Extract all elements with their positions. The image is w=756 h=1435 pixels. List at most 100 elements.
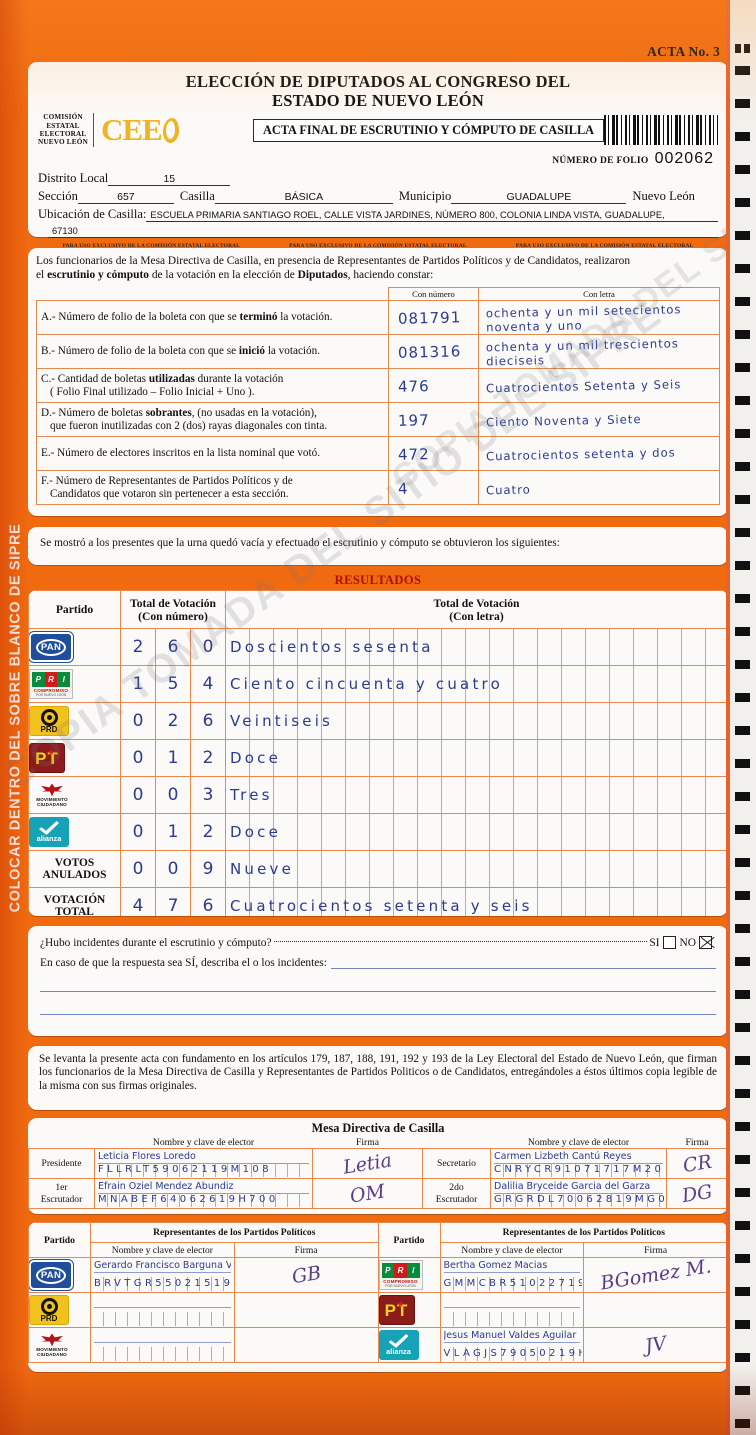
ubicacion-input-2[interactable]: 67130	[48, 225, 718, 238]
mesa-key-left-text[interactable]: MNABEF64062619H700	[96, 1193, 311, 1207]
mesa-name-left[interactable]: Efrain Oziel Mendez Abundiz MNABEF6406261…	[94, 1178, 313, 1209]
seccion-input[interactable]: 657	[77, 191, 174, 204]
reps-name-right-text[interactable]: Bertha Gomez Macias	[443, 1260, 581, 1273]
result-votos-anulados-digit-3[interactable]: 9	[202, 859, 214, 879]
result-pt-letters[interactable]: Doce	[225, 739, 728, 777]
counting-number-a[interactable]: 081791	[388, 300, 479, 336]
counting-number-f[interactable]: 4	[388, 470, 479, 506]
result-votacion-total-digit-1[interactable]: 4	[121, 888, 156, 916]
incidents-no-checkbox[interactable]	[699, 936, 712, 949]
result-pri-digit-3[interactable]: 4	[202, 674, 214, 694]
result-alianza-letters[interactable]: Doce	[225, 813, 728, 851]
reps-key-left-text[interactable]	[92, 1347, 233, 1361]
counting-number-c[interactable]: 476	[388, 368, 479, 404]
mesa-key-right-text[interactable]: CNRYCR91071717M200	[492, 1163, 665, 1177]
result-votacion-total-letters[interactable]: Cuatrocientos setenta y seis	[225, 887, 728, 916]
result-pt-digit-3[interactable]: 2	[202, 748, 214, 768]
reps-signature-right[interactable]	[583, 1292, 728, 1328]
result-mc-digit-1[interactable]: 0	[121, 777, 156, 813]
result-votos-anulados-digit-1[interactable]: 0	[121, 851, 156, 887]
counting-number-d[interactable]: 197	[388, 402, 479, 438]
result-mc-digit-2[interactable]: 0	[156, 777, 191, 813]
counting-letters-e[interactable]: Cuatrocientos setenta y dos	[478, 436, 720, 472]
incidents-line-2[interactable]	[40, 975, 716, 992]
result-prd-digit-2[interactable]: 2	[156, 703, 191, 739]
counting-number-b[interactable]: 081316	[388, 334, 479, 370]
reps-name-left-text[interactable]: Gerardo Francisco Barguna Viethma	[94, 1260, 231, 1273]
result-alianza-digit-3[interactable]: 2	[202, 822, 214, 842]
incidents-si-checkbox[interactable]	[662, 936, 676, 949]
result-pt-digit-2[interactable]: 1	[156, 740, 191, 776]
reps-name-left-text[interactable]	[94, 1330, 231, 1343]
reps-name-left[interactable]: Gerardo Francisco Barguna Viethma BRVTGR5…	[90, 1257, 235, 1293]
casilla-input[interactable]: BÁSICA	[214, 191, 393, 204]
reps-signature-left[interactable]: GB	[233, 1257, 379, 1293]
result-pan-digit-3[interactable]: 0	[202, 637, 214, 657]
reps-key-right-text[interactable]: GMMCBR51022719M900	[441, 1277, 583, 1291]
result-pri-letters[interactable]: Ciento cincuenta y cuatro	[225, 665, 728, 703]
result-prd-letters[interactable]: Veintiseis	[225, 702, 728, 740]
reps-name-right[interactable]	[439, 1292, 585, 1328]
result-alianza-digit-2[interactable]: 1	[156, 814, 191, 850]
result-mc-letters[interactable]: Tres	[225, 776, 728, 814]
distrito-input[interactable]: 15	[108, 173, 231, 186]
counting-letters-d[interactable]: Ciento Noventa y Siete	[478, 402, 720, 438]
reps-signature-left[interactable]	[233, 1292, 379, 1328]
reps-name-left[interactable]	[90, 1327, 235, 1363]
pan-logo: PAN	[29, 632, 73, 662]
counting-letters-b[interactable]: ochenta y un mil trescientos dieciseis	[478, 334, 720, 370]
mesa-signature-right[interactable]: CR	[666, 1148, 728, 1179]
reps-key-right-text[interactable]	[441, 1312, 583, 1326]
mesa-signature-left[interactable]: Letia	[312, 1148, 423, 1179]
reps-name-left-text[interactable]	[94, 1295, 231, 1308]
mesa-name-left[interactable]: Leticia Flores Loredo FLLRLT59062119M108	[94, 1148, 313, 1179]
result-votos-anulados-letters[interactable]: Nueve	[225, 850, 728, 888]
result-pan-digit-2[interactable]: 6	[156, 629, 191, 665]
counting-number-e[interactable]: 472	[388, 436, 479, 472]
result-prd-digit-1[interactable]: 0	[121, 703, 156, 739]
counting-letters-a[interactable]: ochenta y un mil setecientos noventa y u…	[478, 300, 720, 336]
result-mc-digit-3[interactable]: 3	[202, 785, 214, 805]
result-prd-digit-3[interactable]: 6	[202, 711, 214, 731]
mesa-signature-left[interactable]: OM	[312, 1178, 423, 1209]
reps-name-right[interactable]: Jesus Manuel Valdes Aguilar VLAGJS7905021…	[439, 1327, 585, 1363]
result-alianza-digit-1[interactable]: 0	[121, 814, 156, 850]
result-pan-letters[interactable]: Doscientos sesenta	[225, 628, 728, 666]
result-pt-digit-1[interactable]: 0	[121, 740, 156, 776]
result-pri-digit-2[interactable]: 5	[156, 666, 191, 702]
reps-signature-right[interactable]: BGomez M.	[583, 1255, 728, 1295]
result-pan-digit-1[interactable]: 2	[121, 629, 156, 665]
result-pri-digit-1[interactable]: 1	[121, 666, 156, 702]
mesa-signature-right[interactable]: DG	[666, 1178, 728, 1209]
mesa-name-right[interactable]: Carmen Lizbeth Cantú Reyes CNRYCR91071717…	[490, 1148, 667, 1179]
mesa-key-right-text[interactable]: GRGRDL70062819MG00	[492, 1193, 665, 1207]
result-votos-anulados-digit-2[interactable]: 0	[156, 851, 191, 887]
mesa-name-right[interactable]: Dalilia Bryceide Garcia del Garza GRGRDL7…	[490, 1178, 667, 1209]
incidents-line-3[interactable]	[40, 998, 716, 1015]
reps-key-right-text[interactable]: VLAGJS79050219H600	[441, 1347, 583, 1361]
municipio-input[interactable]: GUADALUPE	[451, 191, 627, 204]
reps-name-left[interactable]	[90, 1292, 235, 1328]
counting-letters-f[interactable]: Cuatro	[478, 470, 720, 506]
reps-key-left-text[interactable]	[92, 1312, 233, 1326]
reps-signature-right[interactable]: JV	[583, 1327, 728, 1363]
result-votacion-total-digit-3[interactable]: 6	[202, 896, 214, 916]
reps-name-right[interactable]: Bertha Gomez Macias GMMCBR51022719M900	[439, 1257, 585, 1293]
reps-key-left-text[interactable]: BRVTGR55021519H700	[92, 1277, 233, 1291]
result-votacion-total-digit-2[interactable]: 7	[156, 888, 191, 916]
counting-letters-c[interactable]: Cuatrocientos Setenta y Seis	[478, 368, 720, 404]
mesa-key-left-text[interactable]: FLLRLT59062119M108	[96, 1163, 311, 1177]
incidents-describe-input[interactable]	[330, 956, 716, 969]
reps-signature-left[interactable]	[233, 1327, 379, 1363]
reps-name-right-text[interactable]	[443, 1295, 581, 1308]
reps-name-right-text[interactable]: Jesus Manuel Valdes Aguilar	[443, 1330, 581, 1343]
ubicacion-input[interactable]: ESCUELA PRIMARIA SANTIAGO ROEL, CALLE VI…	[146, 209, 718, 222]
